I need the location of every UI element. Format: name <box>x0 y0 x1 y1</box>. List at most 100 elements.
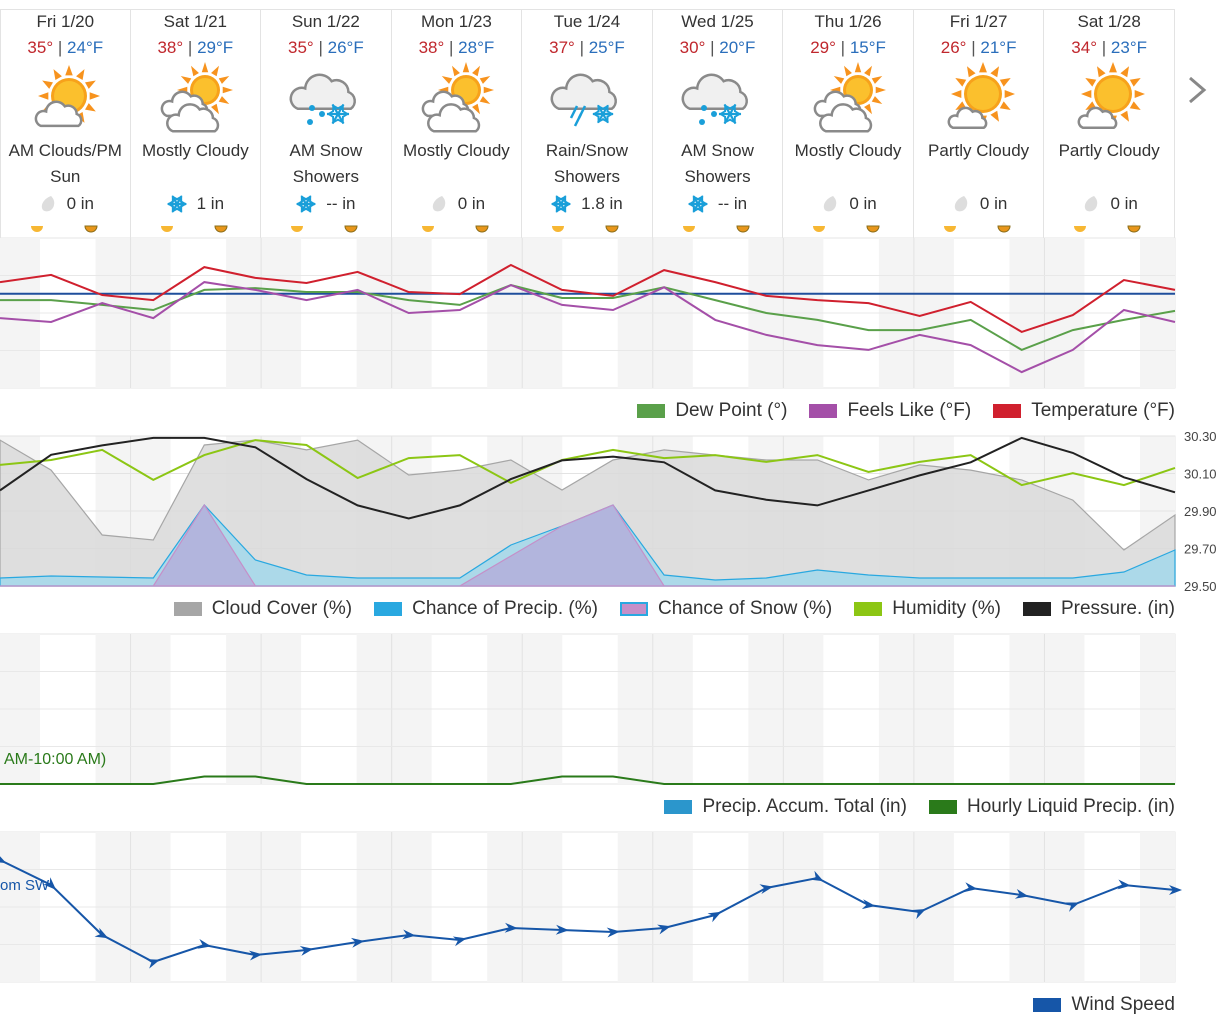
drop <box>432 196 445 212</box>
wind-arrow <box>350 937 365 948</box>
legend-label: Feels Like (°F) <box>847 400 972 421</box>
wind-arrow <box>555 924 569 935</box>
temps: 37° | 25°F <box>522 34 652 62</box>
day-column: Wed 1/25 30° | 20°F AM Snow Showers -- in <box>653 10 784 238</box>
flake-tip <box>723 116 731 124</box>
temps: 38° | 29°F <box>131 34 261 62</box>
precip-icon <box>1085 196 1098 212</box>
sun-ray <box>833 76 845 84</box>
legend-item: Feels Like (°F) <box>809 400 971 422</box>
flake-arm <box>597 104 609 124</box>
cloud <box>166 103 220 133</box>
sun-times <box>813 225 880 233</box>
precip: -- in <box>653 190 783 218</box>
cloud <box>289 73 356 111</box>
condition: Mostly Cloudy <box>403 141 510 160</box>
legend-label: Humidity (%) <box>892 598 1001 619</box>
sun-ray <box>1129 101 1141 110</box>
weather-icon <box>34 65 101 128</box>
sunset <box>997 225 1011 233</box>
day-column: Sat 1/28 34° | 23°F Partly Cloudy 0 in <box>1044 10 1175 238</box>
sun-times <box>682 225 750 233</box>
low-temp: 25°F <box>588 38 625 57</box>
low-temp: 23°F <box>1110 38 1147 57</box>
precip: 0 in <box>392 190 522 218</box>
sun-core <box>966 78 999 110</box>
sun-ray <box>472 65 481 77</box>
precip: 0 in <box>914 190 1044 218</box>
wind-arrow <box>197 938 212 949</box>
wind-arrow <box>0 852 7 864</box>
high-temp: 35° <box>288 38 314 57</box>
flake-tip <box>728 104 736 112</box>
sun-ray <box>1097 66 1106 78</box>
legend-label: Cloud Cover (%) <box>211 598 353 619</box>
day-column: Fri 1/20 35° | 24°F AM Clouds/PM Sun 0 in <box>0 10 131 238</box>
flake-tip <box>332 116 339 124</box>
cloud <box>550 73 617 111</box>
legend-swatch <box>993 404 1022 418</box>
condition: AM Snow Showers <box>289 141 363 186</box>
series-line <box>0 284 1176 352</box>
legend-swatch <box>637 404 666 418</box>
sun-ray <box>76 69 85 80</box>
low-temp: 28°F <box>458 38 495 57</box>
wind-arrow <box>145 959 160 969</box>
sun-ray <box>1120 66 1130 78</box>
legend-label: Precip. Accum. Total (in) <box>702 796 907 817</box>
flake-tip <box>723 104 731 112</box>
sunrise <box>160 226 173 232</box>
weather-icon <box>422 62 495 133</box>
sunrise <box>943 226 956 232</box>
sun-ray <box>875 86 887 94</box>
precip-icon <box>551 195 572 213</box>
sun-ray <box>1120 110 1130 122</box>
drop <box>1085 196 1098 212</box>
series-line <box>0 281 1176 374</box>
cloud <box>819 103 873 133</box>
wind-arrow <box>94 927 109 939</box>
dot <box>318 111 325 117</box>
cloud <box>947 106 987 130</box>
separator: | <box>710 38 715 57</box>
series-line <box>0 439 1176 487</box>
weather-icon <box>813 62 887 133</box>
flake-arm <box>300 195 312 213</box>
legend-label: Dew Point (°) <box>675 400 788 421</box>
rain-streak <box>569 105 579 119</box>
wind-arrow <box>248 950 263 961</box>
legend-item: Chance of Snow (%) <box>619 598 832 620</box>
precip-icon <box>41 196 54 212</box>
legend-swatch <box>1033 998 1062 1012</box>
high-temp: 29° <box>810 38 836 57</box>
weather-icon <box>550 73 617 127</box>
legend: Cloud Cover (%) Chance of Precip. (%) Chan… <box>173 598 1175 620</box>
sunrise <box>1074 226 1087 232</box>
annotation: AM-10:00 AM) <box>4 751 106 768</box>
wind-arrow <box>402 929 416 940</box>
sun-ray <box>65 65 74 76</box>
low-temp: 15°F <box>849 38 886 57</box>
sun-times <box>160 225 228 233</box>
day-label: Sat 1/28 <box>1077 12 1141 31</box>
temps: 29° | 15°F <box>783 34 913 62</box>
sunrise <box>813 226 826 232</box>
sun-ray <box>480 96 491 104</box>
precip: 0 in <box>1 190 130 218</box>
cloud <box>34 100 83 128</box>
series-line <box>0 775 1175 785</box>
sun-ray <box>854 62 862 73</box>
wind-arrow <box>657 924 671 935</box>
flake-tip <box>174 195 182 203</box>
condition: Partly Cloudy <box>1058 141 1160 160</box>
next-arrow[interactable] <box>1186 74 1210 106</box>
sun-ray <box>223 86 234 94</box>
sunrise <box>31 226 43 232</box>
legend-item: Cloud Cover (%) <box>173 598 353 620</box>
precip: -- in <box>261 190 391 218</box>
wind-arrow <box>1014 888 1029 899</box>
annotation: om SW <box>0 877 50 894</box>
sunset <box>475 225 489 233</box>
sun-times <box>943 225 1011 233</box>
